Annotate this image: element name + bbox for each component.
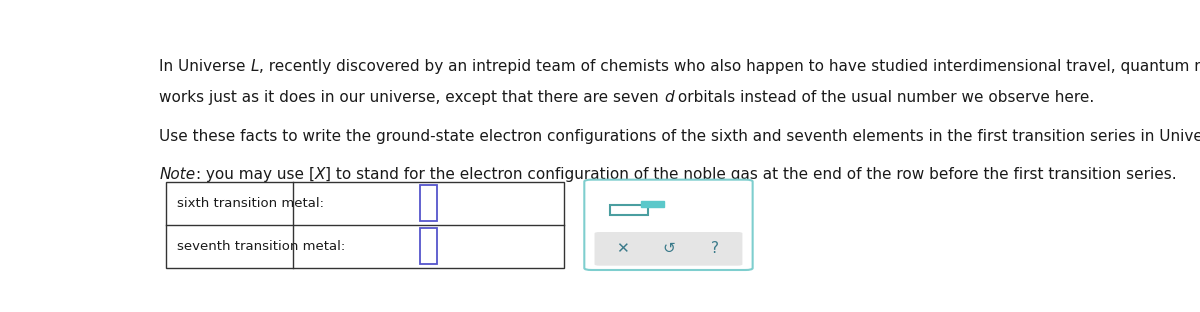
Text: you may use: you may use <box>200 167 308 182</box>
Text: ?: ? <box>710 241 719 256</box>
FancyBboxPatch shape <box>584 180 752 270</box>
Text: , recently discovered by an intrepid team of chemists who also happen to have st: , recently discovered by an intrepid tea… <box>259 59 1200 74</box>
Text: sixth transition metal:: sixth transition metal: <box>176 197 324 210</box>
Text: works just as it does in our universe, except that there are seven: works just as it does in our universe, e… <box>160 90 664 105</box>
FancyBboxPatch shape <box>594 232 743 266</box>
Text: ↺: ↺ <box>662 241 674 256</box>
Bar <box>420 228 437 265</box>
Text: to stand for the electron configuration of the noble gas at the end of the row b: to stand for the electron configuration … <box>331 167 1176 182</box>
Text: Note: Note <box>160 167 196 182</box>
Text: seventh transition metal:: seventh transition metal: <box>176 240 346 253</box>
Text: orbitals instead of the usual number we observe here.: orbitals instead of the usual number we … <box>673 90 1094 105</box>
Text: ]: ] <box>325 167 331 182</box>
Text: [: [ <box>308 167 314 182</box>
Text: X: X <box>314 167 325 182</box>
Text: In Universe: In Universe <box>160 59 251 74</box>
Text: :: : <box>196 167 200 182</box>
Text: Use these facts to write the ground-state electron configurations of the sixth a: Use these facts to write the ground-stat… <box>160 129 1200 144</box>
Text: ✕: ✕ <box>616 241 629 256</box>
Text: L: L <box>251 59 259 74</box>
Text: d: d <box>664 90 673 105</box>
Bar <box>611 205 648 215</box>
Bar <box>420 185 437 221</box>
Bar <box>641 201 664 207</box>
